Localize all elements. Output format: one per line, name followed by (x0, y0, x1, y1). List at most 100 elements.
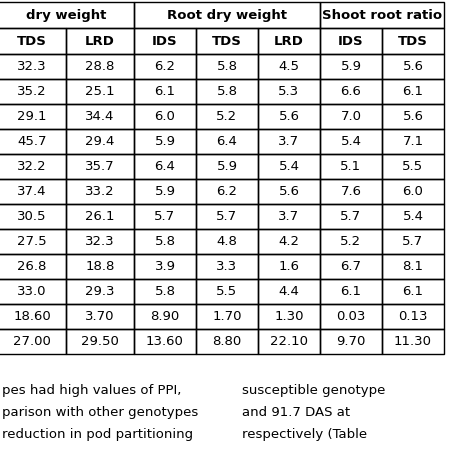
Text: 6.1: 6.1 (340, 285, 362, 298)
Text: 5.5: 5.5 (217, 285, 237, 298)
Text: 35.2: 35.2 (17, 85, 47, 98)
Bar (134, 304, 196, 329)
Bar (320, 129, 382, 154)
Text: 5.4: 5.4 (279, 160, 300, 173)
Bar (66, 129, 134, 154)
Bar (258, 329, 320, 354)
Bar (66, 179, 134, 204)
Bar (66, 154, 134, 179)
Text: 32.2: 32.2 (17, 160, 47, 173)
Bar (196, 104, 258, 129)
Text: 8.90: 8.90 (150, 310, 180, 323)
Text: 5.2: 5.2 (340, 235, 362, 248)
Text: 5.6: 5.6 (279, 110, 300, 123)
Text: 34.4: 34.4 (85, 110, 115, 123)
Bar (258, 229, 320, 254)
Bar (320, 28, 382, 54)
Text: 5.9: 5.9 (155, 135, 175, 148)
Text: 6.0: 6.0 (402, 185, 423, 198)
Bar (382, 329, 444, 354)
Text: 33.2: 33.2 (85, 185, 115, 198)
Bar (134, 2, 320, 28)
Text: 26.8: 26.8 (18, 260, 46, 273)
Text: 5.3: 5.3 (278, 85, 300, 98)
Text: 29.1: 29.1 (17, 110, 47, 123)
Text: 1.6: 1.6 (279, 260, 300, 273)
Text: 1.30: 1.30 (274, 310, 304, 323)
Bar (382, 179, 444, 204)
Text: 5.8: 5.8 (217, 60, 237, 73)
Bar (258, 79, 320, 104)
Text: respectively (Table: respectively (Table (242, 428, 367, 441)
Text: 25.1: 25.1 (85, 85, 115, 98)
Bar (196, 79, 258, 104)
Bar (196, 179, 258, 204)
Bar (258, 28, 320, 54)
Text: 5.5: 5.5 (402, 160, 424, 173)
Text: reduction in pod partitioning: reduction in pod partitioning (2, 428, 193, 441)
Bar (66, 204, 134, 229)
Bar (0, 129, 66, 154)
Bar (382, 154, 444, 179)
Text: 3.3: 3.3 (217, 260, 237, 273)
Bar (258, 104, 320, 129)
Text: 5.8: 5.8 (155, 235, 175, 248)
Bar (258, 129, 320, 154)
Bar (134, 104, 196, 129)
Bar (134, 54, 196, 79)
Bar (382, 204, 444, 229)
Text: 5.7: 5.7 (155, 210, 175, 223)
Text: LRD: LRD (274, 35, 304, 47)
Bar (0, 229, 66, 254)
Bar (0, 2, 134, 28)
Text: 6.1: 6.1 (155, 85, 175, 98)
Bar (196, 54, 258, 79)
Text: 32.3: 32.3 (17, 60, 47, 73)
Text: 30.5: 30.5 (17, 210, 47, 223)
Bar (320, 79, 382, 104)
Bar (66, 54, 134, 79)
Text: 7.6: 7.6 (340, 185, 362, 198)
Bar (66, 229, 134, 254)
Bar (258, 254, 320, 279)
Text: 18.8: 18.8 (85, 260, 115, 273)
Bar (196, 229, 258, 254)
Bar (134, 229, 196, 254)
Text: 3.7: 3.7 (278, 135, 300, 148)
Bar (66, 329, 134, 354)
Bar (0, 204, 66, 229)
Bar (382, 304, 444, 329)
Bar (134, 204, 196, 229)
Text: 5.8: 5.8 (217, 85, 237, 98)
Text: 4.2: 4.2 (279, 235, 300, 248)
Text: 29.3: 29.3 (85, 285, 115, 298)
Bar (0, 179, 66, 204)
Text: and 91.7 DAS at: and 91.7 DAS at (242, 406, 350, 419)
Text: TDS: TDS (212, 35, 242, 47)
Text: 3.7: 3.7 (278, 210, 300, 223)
Text: 5.9: 5.9 (217, 160, 237, 173)
Text: 3.70: 3.70 (85, 310, 115, 323)
Bar (66, 104, 134, 129)
Text: 5.1: 5.1 (340, 160, 362, 173)
Bar (196, 129, 258, 154)
Text: 32.3: 32.3 (85, 235, 115, 248)
Text: 5.7: 5.7 (217, 210, 237, 223)
Bar (66, 28, 134, 54)
Bar (134, 79, 196, 104)
Text: 37.4: 37.4 (17, 185, 47, 198)
Text: 6.1: 6.1 (402, 285, 423, 298)
Bar (196, 329, 258, 354)
Text: 5.4: 5.4 (402, 210, 423, 223)
Bar (0, 154, 66, 179)
Bar (258, 204, 320, 229)
Bar (66, 279, 134, 304)
Text: dry weight: dry weight (26, 9, 106, 21)
Text: 5.2: 5.2 (217, 110, 237, 123)
Bar (0, 304, 66, 329)
Text: parison with other genotypes: parison with other genotypes (2, 406, 198, 419)
Text: LRD: LRD (85, 35, 115, 47)
Text: 6.6: 6.6 (340, 85, 362, 98)
Text: 6.2: 6.2 (155, 60, 175, 73)
Text: 29.50: 29.50 (81, 335, 119, 348)
